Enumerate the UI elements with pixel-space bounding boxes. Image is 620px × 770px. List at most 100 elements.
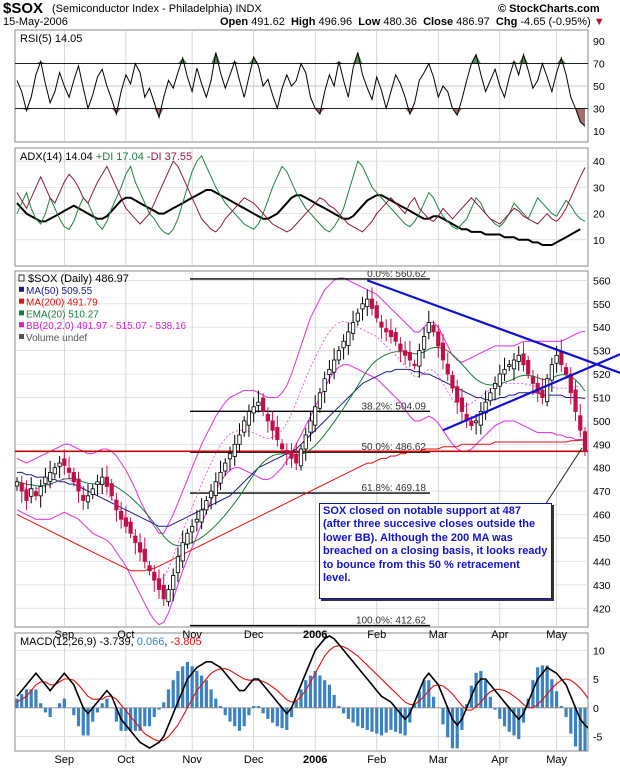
x-tick-label-2006: 2006 bbox=[303, 754, 327, 766]
candle bbox=[85, 495, 91, 503]
x-tick-label-sep: Sep bbox=[55, 754, 75, 766]
candle bbox=[199, 509, 204, 523]
macd-histogram-bar bbox=[540, 665, 544, 708]
adx-series-2 bbox=[16, 160, 586, 233]
macd-histogram-bar bbox=[289, 707, 294, 718]
macd-histogram-bar bbox=[313, 670, 317, 708]
candle bbox=[171, 575, 176, 590]
close-label: Close bbox=[423, 16, 454, 28]
open-value: 491.62 bbox=[251, 16, 285, 28]
candle bbox=[95, 481, 100, 485]
candle bbox=[242, 420, 247, 433]
rsi-legend: RSI(5) 14.05 bbox=[20, 33, 82, 45]
macd-histogram-bar bbox=[133, 707, 137, 731]
macd-histogram-bar bbox=[474, 672, 478, 708]
y-tick-label: 490 bbox=[593, 439, 611, 451]
adx-legend-item-0: ADX(14) 14.04 bbox=[20, 151, 93, 163]
y-tick-label: 90 bbox=[593, 36, 605, 48]
macd-histogram-bar bbox=[86, 707, 90, 736]
candle bbox=[90, 488, 95, 495]
y-tick-label: 530 bbox=[593, 346, 611, 358]
macd-histogram-bar bbox=[578, 707, 582, 751]
exchange: INDX bbox=[235, 3, 262, 15]
candle bbox=[445, 363, 450, 375]
macd-histogram-bar bbox=[157, 707, 161, 710]
ohlc-bar: Open 491.62 High 496.96 Low 480.36 Close… bbox=[220, 16, 605, 28]
macd-histogram-bar bbox=[403, 707, 407, 736]
candle bbox=[270, 420, 275, 431]
fib-level-label: 0.0%: 560.62 bbox=[367, 269, 426, 280]
price-legend-item-4: BB(20,2.0) 491.97 - 515.07 - 538.16 bbox=[26, 321, 187, 332]
macd-histogram-bar bbox=[166, 689, 171, 708]
macd-histogram-bar bbox=[294, 700, 298, 708]
candle bbox=[455, 386, 460, 403]
macd-histogram-bar bbox=[209, 689, 213, 708]
y-tick-label: 520 bbox=[593, 369, 611, 381]
rsi-oversold-fill bbox=[17, 108, 585, 127]
macd-histogram-bar bbox=[408, 707, 412, 723]
fib-level-label: 100.0%: 412.62 bbox=[356, 616, 426, 627]
macd-histogram-bar bbox=[531, 680, 535, 708]
macd-legend-part: , bbox=[164, 636, 170, 648]
macd-histogram-bar bbox=[190, 666, 194, 708]
macd-histogram-bar bbox=[379, 707, 384, 736]
macd-histogram-bar bbox=[204, 680, 208, 708]
macd-histogram-bar bbox=[91, 707, 95, 722]
candle bbox=[379, 321, 384, 328]
candle bbox=[142, 548, 147, 562]
candle bbox=[109, 483, 114, 497]
macd-histogram-bar bbox=[559, 705, 563, 708]
low-label: Low bbox=[358, 16, 381, 28]
macd-histogram-bar bbox=[114, 707, 118, 722]
y-tick-label: 550 bbox=[593, 299, 611, 311]
rsi-line bbox=[16, 52, 586, 127]
macd-histogram-bar bbox=[266, 707, 270, 719]
macd-histogram-bar bbox=[318, 675, 322, 708]
y-tick-label: 540 bbox=[593, 322, 611, 334]
price-legend-item-0: $SOX (Daily) 486.97 bbox=[28, 273, 129, 285]
candle bbox=[578, 415, 583, 431]
macd-histogram-bar bbox=[218, 705, 223, 708]
candle bbox=[213, 481, 218, 496]
candle bbox=[440, 342, 446, 361]
macd-histogram-bar bbox=[34, 689, 38, 708]
macd-histogram-bar bbox=[275, 707, 279, 727]
candle bbox=[100, 476, 105, 485]
candle bbox=[488, 392, 493, 402]
x-tick-label-nov: Nov bbox=[182, 629, 202, 641]
macd-histogram-bar bbox=[413, 704, 417, 708]
macd-histogram-bar bbox=[147, 707, 152, 727]
candle bbox=[559, 350, 564, 366]
candle bbox=[246, 411, 252, 426]
macd-histogram-bar bbox=[427, 680, 431, 708]
chg-value: -4.65 (-0.95%) bbox=[520, 16, 591, 28]
macd-histogram-bar bbox=[332, 694, 336, 708]
y-tick-label: 450 bbox=[593, 533, 611, 545]
macd-histogram-bar bbox=[100, 703, 104, 708]
candle bbox=[256, 401, 261, 406]
candle bbox=[393, 331, 398, 342]
price-legend-swatch bbox=[19, 334, 24, 339]
macd-histogram-bar bbox=[223, 707, 227, 716]
candle bbox=[251, 406, 256, 414]
x-tick-label-dec: Dec bbox=[244, 754, 264, 766]
macd-legend-part: , bbox=[131, 636, 137, 648]
macd-histogram-bar bbox=[484, 680, 488, 708]
candle bbox=[133, 535, 138, 544]
macd-histogram-bar bbox=[493, 707, 497, 710]
chart-date: 15-May-2006 bbox=[3, 16, 68, 28]
close-value: 486.97 bbox=[456, 16, 490, 28]
macd-histogram-bar bbox=[247, 707, 251, 716]
price-legend-swatch bbox=[19, 322, 24, 328]
candle bbox=[152, 571, 157, 581]
copyright: © StockCharts.com bbox=[498, 3, 600, 15]
y-tick-label: 10 bbox=[593, 126, 605, 138]
macd-histogram-bar bbox=[256, 705, 260, 708]
macd-line bbox=[16, 634, 588, 750]
macd-histogram-bar bbox=[299, 689, 303, 708]
candle bbox=[52, 467, 57, 475]
candle bbox=[436, 331, 441, 347]
candle bbox=[156, 578, 162, 590]
candle bbox=[554, 354, 559, 364]
candle bbox=[185, 532, 190, 545]
